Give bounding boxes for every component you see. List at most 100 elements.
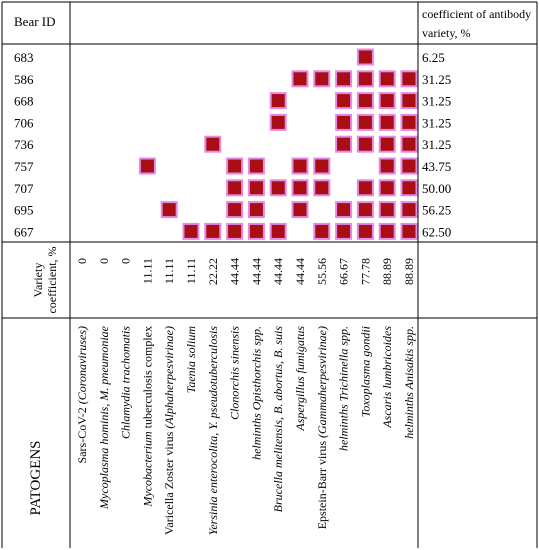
variety-value-7: 44.44 xyxy=(228,258,242,285)
antibody-cell-586-11 xyxy=(313,70,331,88)
antibody-cell-667-5 xyxy=(182,222,200,240)
bear-coef-706: 31.25 xyxy=(422,115,451,130)
bear-coef-586: 31.25 xyxy=(422,72,451,87)
antibody-cell-707-7 xyxy=(226,179,244,197)
antibody-cell-667-9 xyxy=(269,222,287,240)
antibody-cell-757-10 xyxy=(291,157,309,175)
bear-id-707: 707 xyxy=(14,181,34,196)
antibody-cell-757-3 xyxy=(138,157,156,175)
pathogen-name-12: helminths Trichinella spp. xyxy=(337,326,351,451)
pathogen-name-14: Ascaris lumbricoides xyxy=(380,326,394,429)
antibody-cell-757-15 xyxy=(400,157,418,175)
antibody-cell-736-12 xyxy=(335,135,353,153)
variety-value-11: 55.56 xyxy=(315,258,329,285)
bear-id-586: 586 xyxy=(14,72,34,87)
bear-id-757: 757 xyxy=(14,159,34,174)
antibody-cell-757-14 xyxy=(378,157,396,175)
patogens-label: PATOGENS xyxy=(28,440,44,515)
antibody-cell-668-13 xyxy=(356,92,374,110)
bear-coef-667: 62.50 xyxy=(422,224,451,239)
antibody-cell-586-13 xyxy=(356,70,374,88)
pathogen-name-9: Brucella melitensis, B. abortus, B. suis xyxy=(271,326,285,513)
antibody-cell-706-15 xyxy=(400,113,418,131)
variety-value-15: 88.89 xyxy=(402,258,416,285)
variety-value-0: 0 xyxy=(75,258,89,264)
antibody-cell-668-9 xyxy=(269,92,287,110)
variety-value-2: 0 xyxy=(119,258,133,264)
antibody-cell-668-15 xyxy=(400,92,418,110)
variety-value-10: 44.44 xyxy=(293,258,307,285)
bear-id-667: 667 xyxy=(14,224,34,239)
variety-value-3: 11.11 xyxy=(140,258,154,284)
antibody-cell-667-7 xyxy=(226,222,244,240)
bear-coef-695: 56.25 xyxy=(422,203,451,218)
coef-header-line2: variety, % xyxy=(422,26,471,40)
variety-value-5: 11.11 xyxy=(184,258,198,284)
antibody-cell-667-8 xyxy=(247,222,265,240)
pathogen-name-15: helminths Anisakis spp. xyxy=(402,326,416,439)
antibody-cell-736-13 xyxy=(356,135,374,153)
variety-value-4: 11.11 xyxy=(162,258,176,284)
bear-id-706: 706 xyxy=(14,115,34,130)
pathogen-name-4: Varicella Zoster virus (Alphaherpesvirin… xyxy=(162,326,176,535)
antibody-cell-695-8 xyxy=(247,201,265,219)
antibody-cell-707-11 xyxy=(313,179,331,197)
bear-id-695: 695 xyxy=(14,203,34,218)
antibody-cell-706-14 xyxy=(378,113,396,131)
antibody-cell-706-12 xyxy=(335,113,353,131)
antibody-cell-667-12 xyxy=(335,222,353,240)
bear-id-683: 683 xyxy=(14,50,34,65)
pathogen-names: Sars-CoV-2 (Coronaviruses) Mycoplasma hom… xyxy=(75,325,416,535)
coef-header-line1: coefficient of antibody xyxy=(422,7,531,21)
antibody-cell-586-14 xyxy=(378,70,396,88)
antibody-cell-736-15 xyxy=(400,135,418,153)
antibody-cell-695-7 xyxy=(226,201,244,219)
variety-value-8: 44.44 xyxy=(249,258,263,285)
antibody-cell-757-8 xyxy=(247,157,265,175)
antibody-cell-586-15 xyxy=(400,70,418,88)
variety-label-line2: coefficient, % xyxy=(45,246,59,313)
bear-coef-683: 6.25 xyxy=(422,50,445,65)
antibody-cell-707-9 xyxy=(269,179,287,197)
bear-coef-757: 43.75 xyxy=(422,159,451,174)
pathogen-name-10: Aspergillus fumigatus xyxy=(293,326,307,432)
antibody-cell-707-15 xyxy=(400,179,418,197)
antibody-cell-695-12 xyxy=(335,201,353,219)
bear-coef-736: 31.25 xyxy=(422,137,451,152)
bear-coef-668: 31.25 xyxy=(422,94,451,109)
antibody-cell-706-9 xyxy=(269,113,287,131)
bear-id-736: 736 xyxy=(14,137,34,152)
variety-value-13: 77.78 xyxy=(358,258,372,285)
antibody-cell-667-11 xyxy=(313,222,331,240)
antibody-cell-667-6 xyxy=(204,222,222,240)
antibody-cell-695-14 xyxy=(378,201,396,219)
antibody-cell-736-14 xyxy=(378,135,396,153)
variety-value-1: 0 xyxy=(97,258,111,264)
antibody-cell-695-10 xyxy=(291,201,309,219)
antibody-cells xyxy=(138,48,418,240)
pathogen-name-13: Toxoplasma gondii xyxy=(358,326,372,417)
pathogen-name-5: Taenia solium xyxy=(184,326,198,394)
variety-value-14: 88.89 xyxy=(380,258,394,285)
antibody-cell-668-14 xyxy=(378,92,396,110)
antibody-cell-695-13 xyxy=(356,201,374,219)
antibody-cell-695-4 xyxy=(160,201,178,219)
pathogen-name-11: Epstein-Barr virus (Gammaherpesvirinae) xyxy=(315,326,329,529)
antibody-cell-707-13 xyxy=(356,179,374,197)
bear-coef-707: 50.00 xyxy=(422,181,451,196)
variety-value-9: 44.44 xyxy=(271,258,285,285)
bear-id-header: Bear ID xyxy=(14,14,56,29)
pathogen-name-6: Yersinia enterocolita, Y. pseudotubercul… xyxy=(206,326,220,536)
antibody-cell-695-15 xyxy=(400,201,418,219)
variety-label-line1: Variety xyxy=(31,263,45,298)
pathogen-name-1: Mycoplasma hominis, M. pneumoniae xyxy=(97,325,111,510)
pathogen-name-3: Mycobacterium tuberculosis complex xyxy=(140,326,154,508)
antibody-cell-668-12 xyxy=(335,92,353,110)
antibody-cell-757-7 xyxy=(226,157,244,175)
bear-id-668: 668 xyxy=(14,94,34,109)
antibody-cell-586-10 xyxy=(291,70,309,88)
bear-rows: 683 6.25 586 31.25 668 31.25 706 31.25 736 31.25 7… xyxy=(14,50,451,239)
pathogen-name-7: Clonorchis sinensis xyxy=(228,326,242,420)
antibody-cell-707-8 xyxy=(247,179,265,197)
